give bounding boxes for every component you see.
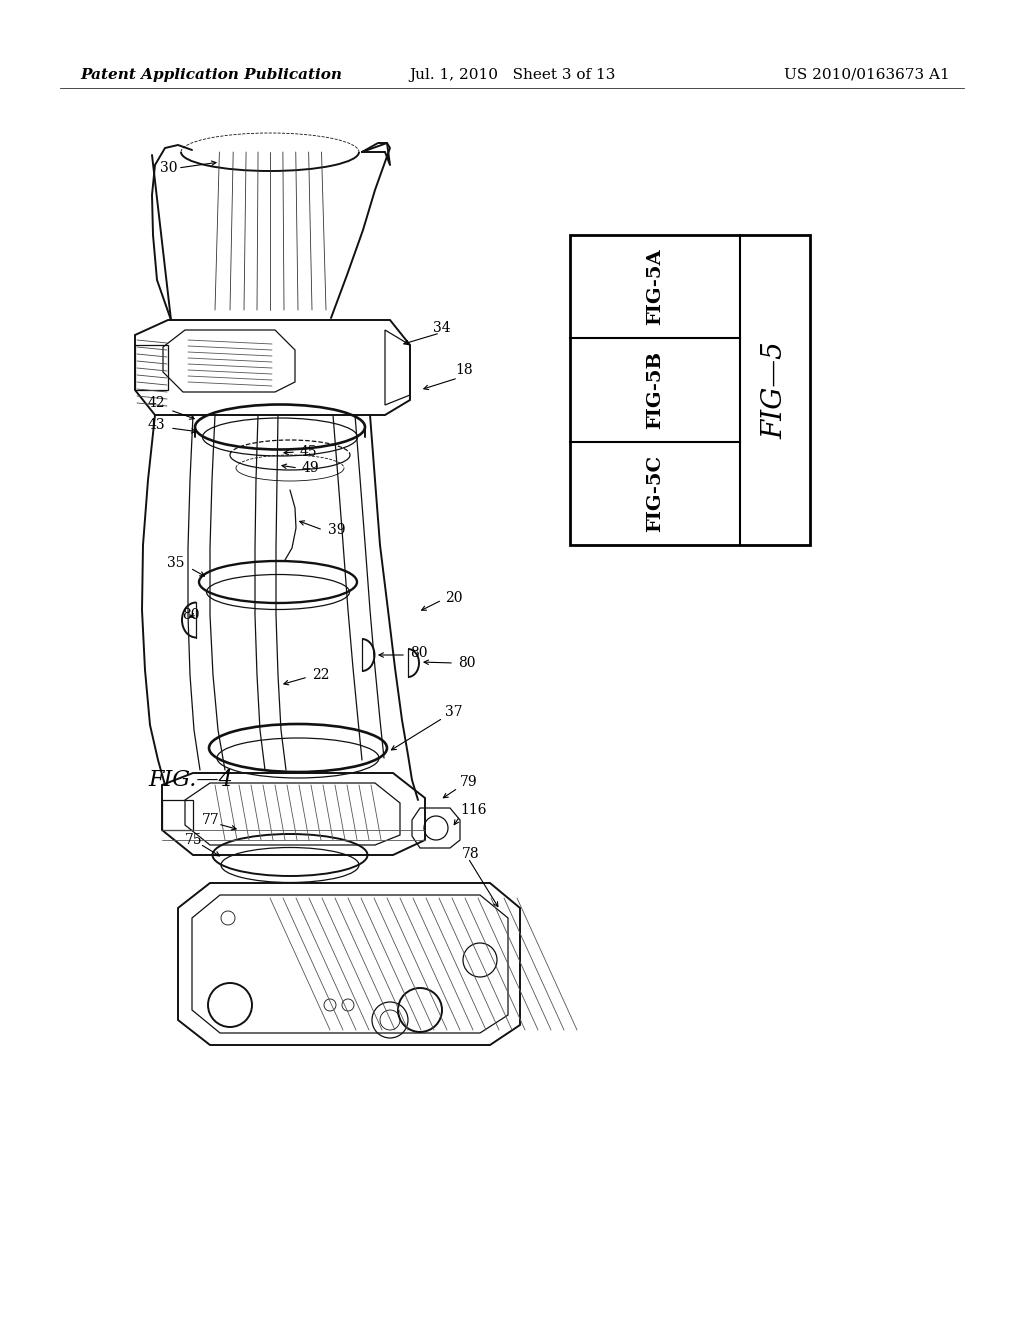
Text: Patent Application Publication: Patent Application Publication bbox=[80, 69, 342, 82]
Text: 30: 30 bbox=[160, 161, 177, 176]
Text: 43: 43 bbox=[147, 418, 165, 432]
Text: 78: 78 bbox=[462, 847, 479, 861]
Text: FIG-5C: FIG-5C bbox=[646, 455, 664, 532]
Text: 75: 75 bbox=[184, 833, 202, 847]
Text: Jul. 1, 2010   Sheet 3 of 13: Jul. 1, 2010 Sheet 3 of 13 bbox=[409, 69, 615, 82]
Text: 22: 22 bbox=[312, 668, 330, 682]
Text: FIG—5: FIG—5 bbox=[762, 341, 788, 438]
Text: 18: 18 bbox=[455, 363, 473, 378]
Text: 34: 34 bbox=[433, 321, 451, 335]
Text: 80: 80 bbox=[182, 609, 200, 622]
Text: FIG-5A: FIG-5A bbox=[646, 248, 664, 325]
Text: 79: 79 bbox=[460, 775, 477, 789]
Text: 77: 77 bbox=[203, 813, 220, 828]
Text: FIG.—4: FIG.—4 bbox=[148, 770, 232, 791]
Bar bbox=[570, 235, 810, 545]
Text: 80: 80 bbox=[458, 656, 475, 671]
Text: US 2010/0163673 A1: US 2010/0163673 A1 bbox=[784, 69, 950, 82]
Text: 45: 45 bbox=[300, 445, 317, 459]
Text: 42: 42 bbox=[147, 396, 165, 411]
Text: 80: 80 bbox=[410, 645, 427, 660]
Text: 20: 20 bbox=[445, 591, 463, 605]
Text: 35: 35 bbox=[168, 556, 185, 570]
Text: 49: 49 bbox=[302, 461, 319, 475]
Text: FIG-5B: FIG-5B bbox=[646, 351, 664, 429]
Text: 39: 39 bbox=[328, 523, 345, 537]
Text: 116: 116 bbox=[460, 803, 486, 817]
Text: 37: 37 bbox=[445, 705, 463, 719]
